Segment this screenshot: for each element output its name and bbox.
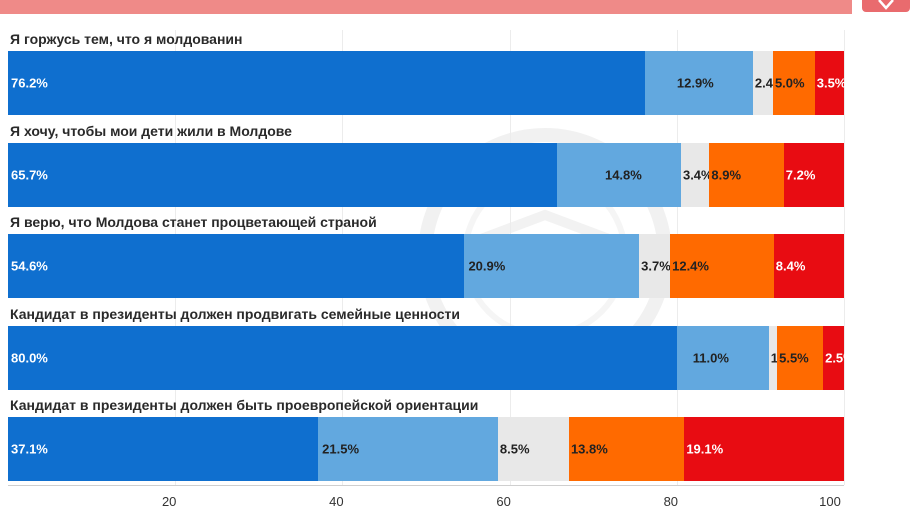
bar-segment-agree bbox=[318, 417, 498, 481]
bar-row: 37.1% 21.5% 8.5% 13.8% 19.1% bbox=[8, 417, 844, 481]
bar-segment-strongly-disagree bbox=[814, 51, 844, 115]
bar-segment-neutral bbox=[768, 326, 778, 390]
x-tick-label: 40 bbox=[329, 494, 344, 509]
bar-segment-strongly-agree bbox=[8, 143, 558, 207]
data-label: 54.6% bbox=[11, 258, 48, 274]
x-tick-label: 100 bbox=[819, 494, 841, 509]
bar-segment-strongly-agree bbox=[8, 417, 319, 481]
data-label: 5.0% bbox=[774, 75, 805, 91]
data-label: 8.4% bbox=[775, 258, 806, 274]
bar-segment-disagree bbox=[777, 326, 824, 390]
x-tick-label: 20 bbox=[161, 494, 177, 509]
gridline bbox=[844, 30, 845, 485]
bar-segment-strongly-disagree bbox=[773, 234, 844, 298]
data-label: 20.9% bbox=[468, 258, 506, 274]
data-label: 7.2% bbox=[785, 167, 816, 183]
data-label: 21.5% bbox=[322, 441, 360, 457]
bar-segment-strongly-disagree bbox=[823, 326, 844, 390]
data-label: 12.9% bbox=[676, 75, 714, 91]
bar-row: 54.6% 20.9% 3.7% 12.4% 8.4% bbox=[8, 234, 844, 298]
category-label: Я горжусь тем, что я молдованин bbox=[10, 31, 243, 47]
data-label: 80.0% bbox=[11, 350, 48, 366]
data-label: 3.4% bbox=[682, 167, 713, 183]
bar-segment-strongly-agree bbox=[8, 51, 646, 115]
data-label: 11.0% bbox=[692, 350, 729, 366]
bar-segment-strongly-agree bbox=[8, 326, 677, 390]
data-label: 2.5% bbox=[825, 350, 855, 366]
data-label: 8.5% bbox=[499, 441, 530, 457]
data-label: 14.8% bbox=[604, 167, 642, 183]
bar-segment-neutral bbox=[639, 234, 671, 298]
bar-segment-disagree bbox=[772, 51, 815, 115]
category-label: Кандидат в президенты должен быть проевр… bbox=[10, 397, 479, 413]
header-band bbox=[0, 0, 852, 14]
category-label: Я хочу, чтобы мои дети жили в Молдове bbox=[10, 123, 292, 139]
data-label: 37.1% bbox=[11, 441, 48, 457]
x-tick-label: 60 bbox=[496, 494, 511, 509]
corner-logo bbox=[862, 0, 910, 12]
bar-segment-agree bbox=[464, 234, 640, 298]
bar-row: 65.7% 14.8% 3.4% 8.9% 7.2% bbox=[8, 143, 844, 207]
bar-segment-strongly-agree bbox=[8, 234, 465, 298]
bar-segment-disagree bbox=[568, 417, 685, 481]
bar-segment-strongly-disagree bbox=[783, 143, 844, 207]
x-axis-line bbox=[8, 485, 844, 486]
bar-segment-agree bbox=[676, 326, 769, 390]
bar-row: 80.0%11.0%1.0%5.5%2.5% bbox=[8, 326, 855, 390]
data-label: 12.4% bbox=[672, 258, 709, 274]
bar-segment-agree bbox=[645, 51, 753, 115]
bar-segment-disagree bbox=[709, 143, 784, 207]
data-label: 8.9% bbox=[711, 167, 742, 183]
data-label: 5.5% bbox=[779, 350, 809, 366]
data-label: 3.5% bbox=[816, 75, 847, 91]
bar-segment-neutral bbox=[680, 143, 710, 207]
category-label: Я верю, что Молдова станет процветающей … bbox=[10, 214, 377, 230]
bar-row: 76.2% 12.9% 2.4% 5.0% 3.5% bbox=[8, 51, 847, 115]
x-tick-label: 80 bbox=[663, 494, 679, 509]
category-label: Кандидат в президенты должен продвигать … bbox=[10, 306, 461, 322]
data-label: 65.7% bbox=[11, 167, 48, 183]
bar-segment-disagree bbox=[670, 234, 774, 298]
bar-segment-neutral bbox=[497, 417, 569, 481]
data-label: 13.8% bbox=[570, 441, 608, 457]
bar-segment-agree bbox=[557, 143, 681, 207]
bar-segment-neutral bbox=[752, 51, 773, 115]
data-label: 76.2% bbox=[11, 75, 48, 91]
data-label: 3.7% bbox=[641, 258, 671, 274]
bar-segment-strongly-disagree bbox=[684, 417, 844, 481]
data-label: 19.1% bbox=[686, 441, 724, 457]
logo-icon bbox=[878, 0, 894, 10]
